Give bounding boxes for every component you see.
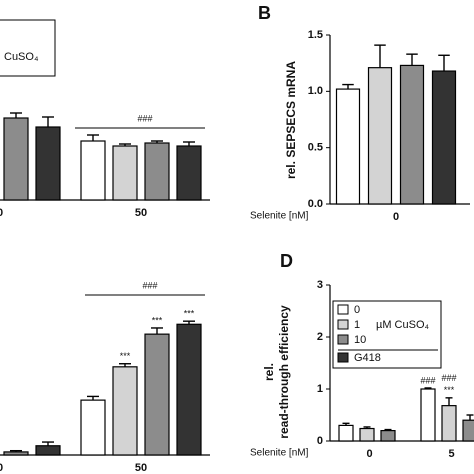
bar [3,117,29,201]
bar [399,64,425,205]
bar [335,88,361,205]
significance: *** [184,309,195,319]
bar [176,145,202,201]
significance: *** [120,351,131,361]
bar [367,67,393,205]
x-axis-title: Selenite [nM] [250,211,309,222]
bracket-label: ### [142,280,157,290]
bar [338,424,354,442]
x-tick-label: 0 [366,448,372,460]
x-tick-label: 0 [0,207,3,219]
x-tick-label: 0 [0,462,3,474]
bar [80,399,106,456]
y-tick-label: 3 [317,279,323,291]
bar [3,451,29,456]
bar [112,145,138,201]
legend-label: G418 [354,352,381,364]
legend-box [0,19,56,77]
bar [35,445,61,456]
bracket-label: ### [137,113,152,123]
bar [144,333,170,456]
bar [112,366,138,456]
x-tick-label: 5 [448,448,454,460]
legend-unit: CuSO₄ [4,51,39,63]
x-tick-label: 50 [135,207,147,219]
legend-box [332,300,442,369]
y-tick-label: 0.5 [308,142,323,154]
y-tick-label: 1 [317,383,323,395]
legend-label: 0 [354,304,360,316]
bar [359,427,375,442]
bar [420,388,436,442]
significance: *** [152,315,163,325]
legend-swatch [337,304,349,315]
panel-label: B [258,3,271,23]
legend-label: 1 [354,319,360,331]
y-axis-title: rel. SEPSECS mRNA [284,61,298,179]
x-axis-title: Selenite [nM] [250,448,309,459]
significance: *** [444,385,455,395]
legend-swatch [337,319,349,330]
legend-swatch [337,352,349,363]
y-tick-label: 1.0 [308,85,323,97]
bar [380,430,396,442]
significance: ### [420,375,435,385]
legend-swatch [337,334,349,345]
x-tick-label: 0 [393,211,399,223]
bar [441,405,457,442]
y-axis-title: read-through efficiency [277,305,291,439]
bar [35,126,61,201]
y-tick-label: 0.0 [308,198,323,210]
x-tick-label: 50 [135,462,147,474]
bar [176,323,202,456]
legend-unit: µM CuSO₄ [376,319,430,331]
y-tick-label: 2 [317,331,323,343]
y-tick-label: 1.5 [308,29,323,41]
significance: ### [441,373,456,383]
bar [462,419,474,442]
bar [144,142,170,201]
legend-label: 10 [354,334,366,346]
panel-label: D [280,251,293,271]
y-tick-label: 0 [317,435,323,447]
y-axis-title: rel. [262,363,276,381]
bar [80,140,106,201]
bar [431,70,457,205]
